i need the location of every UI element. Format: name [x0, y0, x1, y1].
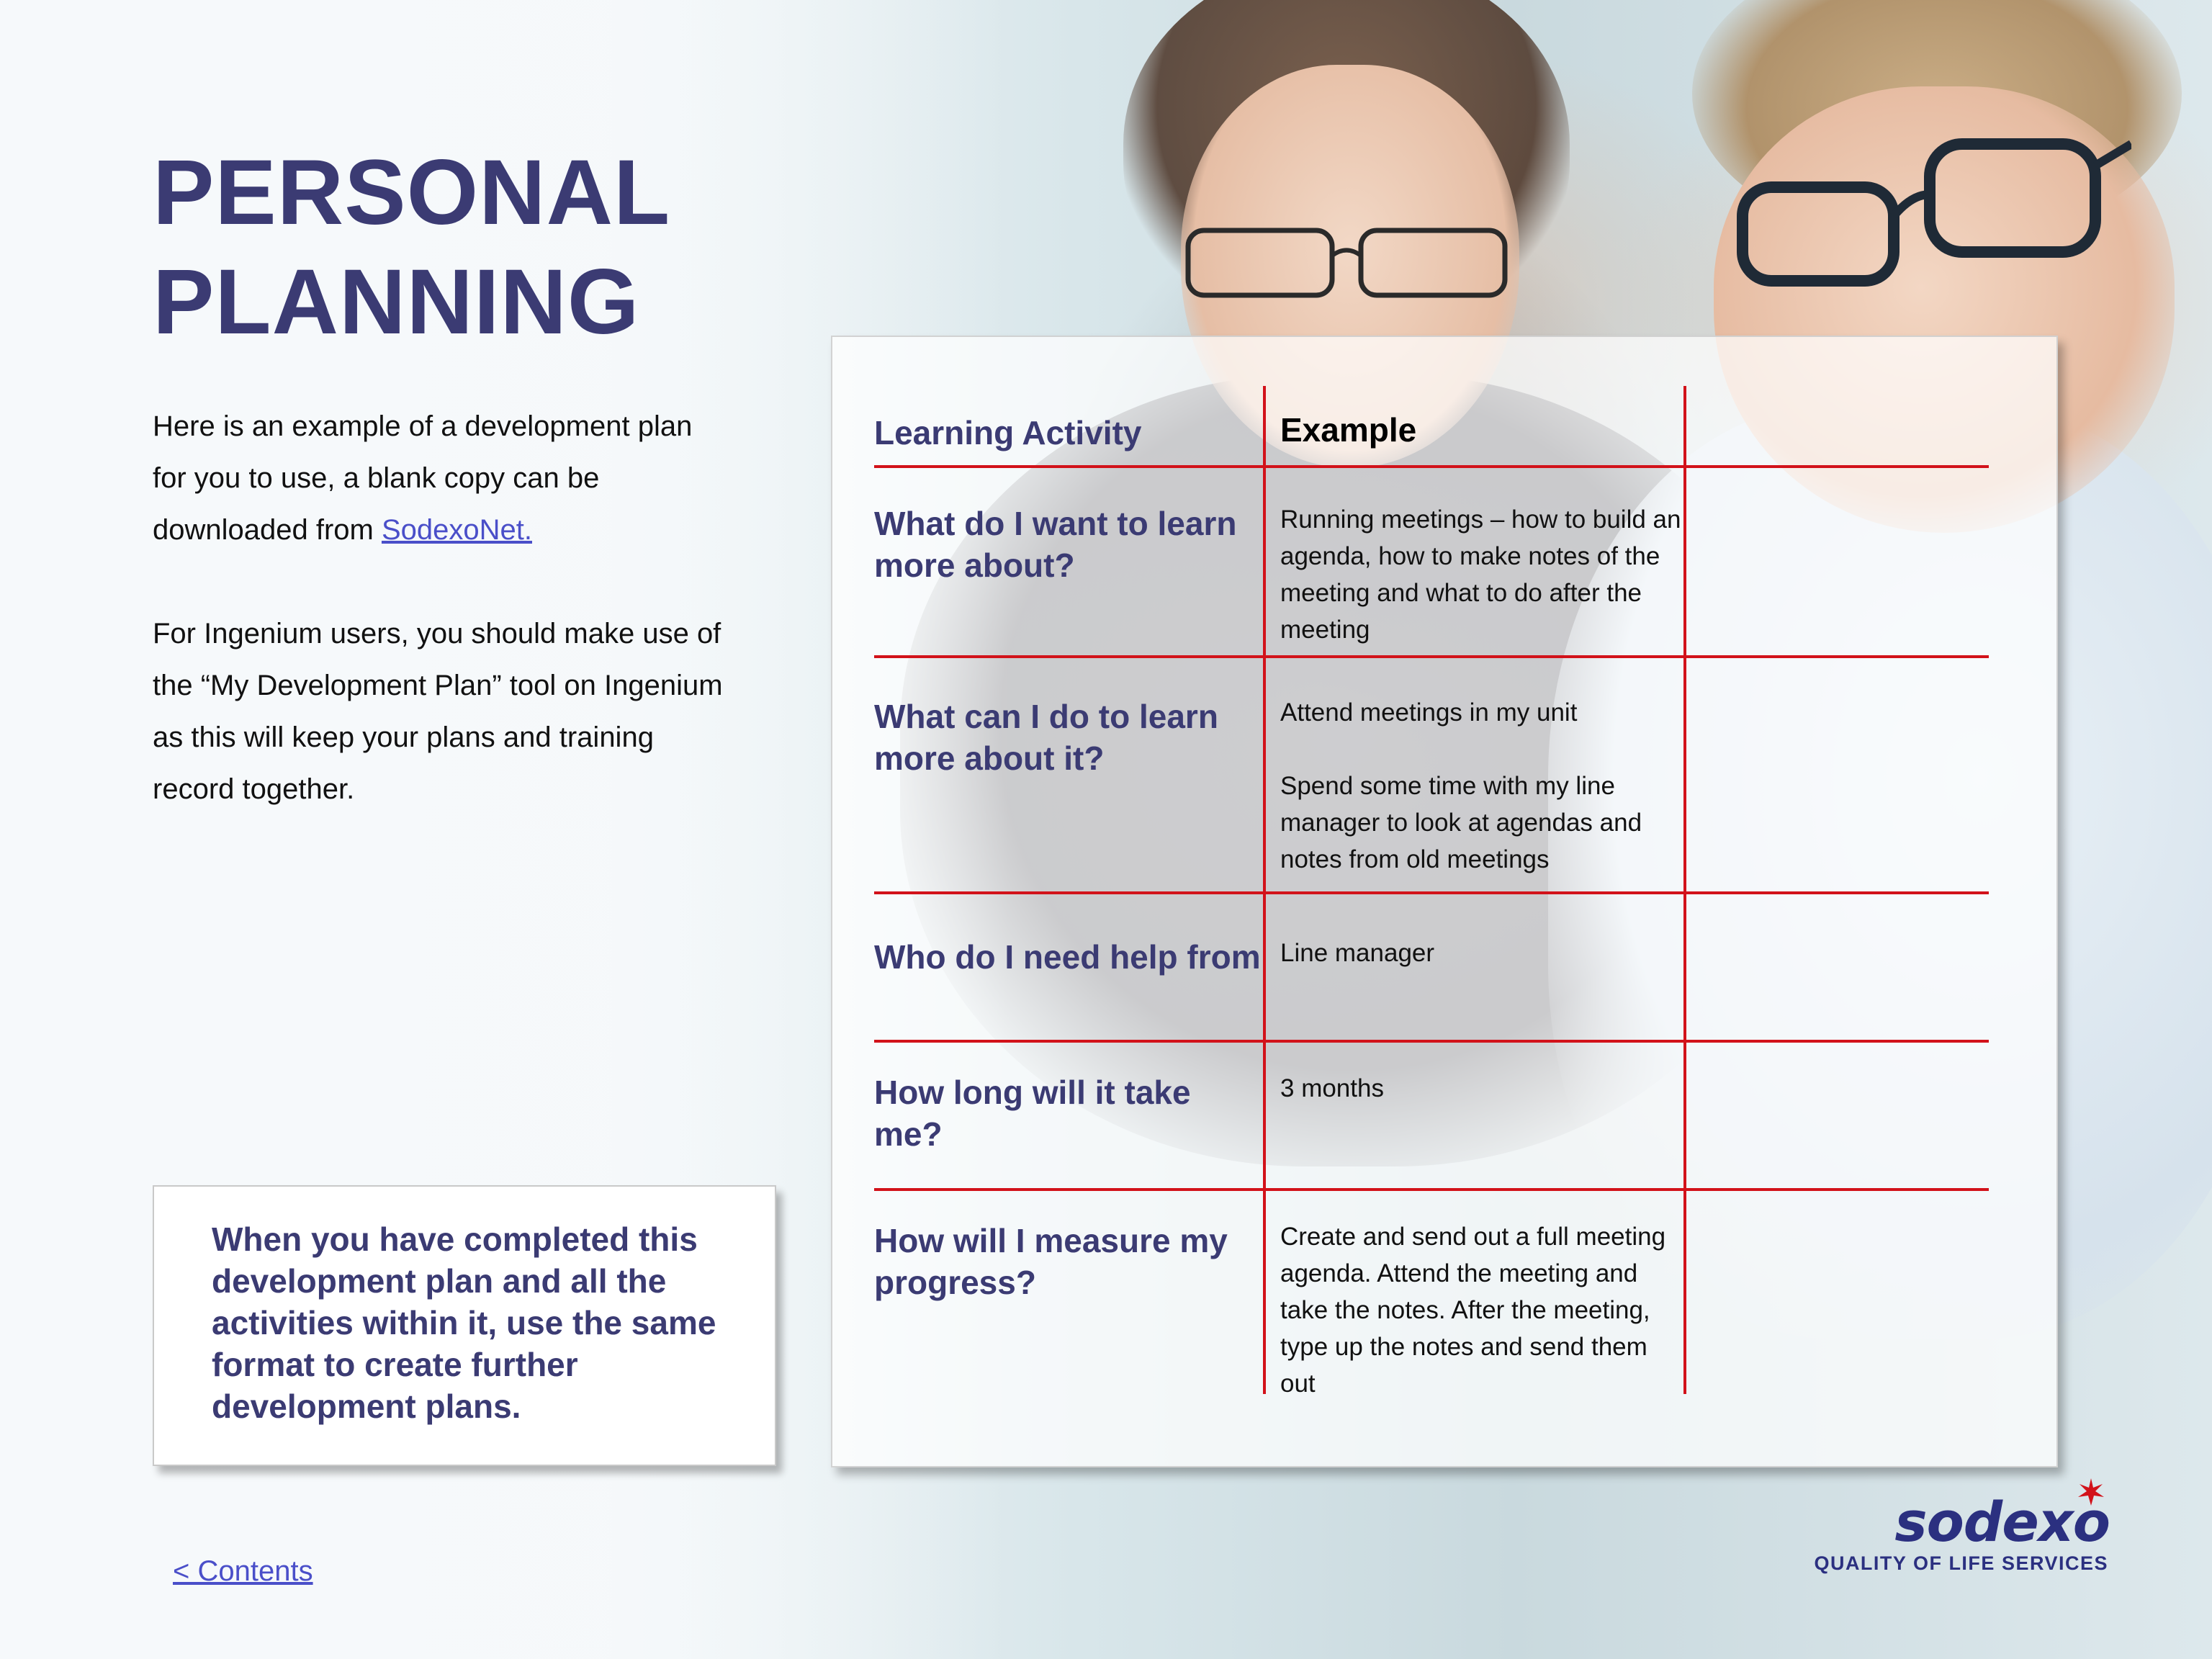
- header-example: Example: [1280, 411, 1417, 449]
- intro-paragraph-2: For Ingenium users, you should make use …: [153, 618, 723, 805]
- table-divider-horizontal: [874, 891, 1989, 894]
- row-answer: 3 months: [1280, 1070, 1683, 1107]
- star-icon: [2078, 1478, 2104, 1506]
- sodexonet-link[interactable]: SodexoNet.: [381, 514, 532, 546]
- development-plan-table: Learning Activity Example What do I want…: [874, 386, 1989, 1398]
- table-divider-vertical-2: [1683, 386, 1686, 1394]
- table-divider-vertical-1: [1263, 386, 1266, 1394]
- row-answer-line: 3 months: [1280, 1074, 1384, 1102]
- callout-box: When you have completed this development…: [153, 1185, 776, 1466]
- row-answer-line: Attend meetings in my unit: [1280, 698, 1578, 727]
- row-answer-line: Spend some time with my line manager to …: [1280, 772, 1642, 873]
- row-answer: Attend meetings in my unit Spend some ti…: [1280, 694, 1683, 878]
- logo-tagline: QUALITY OF LIFE SERVICES: [1814, 1552, 2108, 1574]
- row-question: How will I measure my progress?: [874, 1222, 1228, 1301]
- contents-link[interactable]: < Contents: [173, 1555, 313, 1587]
- header-learning-activity: Learning Activity: [874, 414, 1142, 451]
- logo-wordmark: sodexo: [1894, 1490, 2110, 1554]
- page-title-line-1: PERSONAL: [153, 141, 671, 244]
- intro-paragraph-1: Here is an example of a development plan…: [153, 400, 729, 556]
- table-divider-horizontal: [874, 1040, 1989, 1043]
- table-divider-horizontal: [874, 1188, 1989, 1191]
- row-question: How long will it take me?: [874, 1074, 1191, 1153]
- table-divider-horizontal: [874, 655, 1989, 658]
- page-title: PERSONAL PLANNING: [153, 138, 670, 357]
- row-answer-line: Create and send out a full meeting agend…: [1280, 1223, 1666, 1398]
- row-question: What can I do to learn more about it?: [874, 698, 1218, 777]
- intro-paragraph-1-text: Here is an example of a development plan…: [153, 410, 693, 546]
- sodexo-logo: sodexo QUALITY OF LIFE SERVICES: [1814, 1478, 2110, 1578]
- intro-text: Here is an example of a development plan…: [153, 400, 729, 867]
- row-answer-line: Running meetings – how to build an agend…: [1280, 505, 1681, 644]
- photo-woman-glasses: [1185, 228, 1508, 298]
- row-answer-line: Line manager: [1280, 939, 1435, 967]
- row-answer: Running meetings – how to build an agend…: [1280, 501, 1683, 648]
- row-answer: Line manager: [1280, 935, 1683, 971]
- development-plan-card: Learning Activity Example What do I want…: [831, 336, 2058, 1467]
- row-question: Who do I need help from: [874, 938, 1261, 976]
- table-divider-horizontal: [874, 465, 1989, 468]
- photo-man-glasses: [1737, 138, 2131, 287]
- page-title-line-2: PLANNING: [153, 251, 640, 354]
- row-answer: Create and send out a full meeting agend…: [1280, 1218, 1683, 1402]
- row-question: What do I want to learn more about?: [874, 505, 1237, 584]
